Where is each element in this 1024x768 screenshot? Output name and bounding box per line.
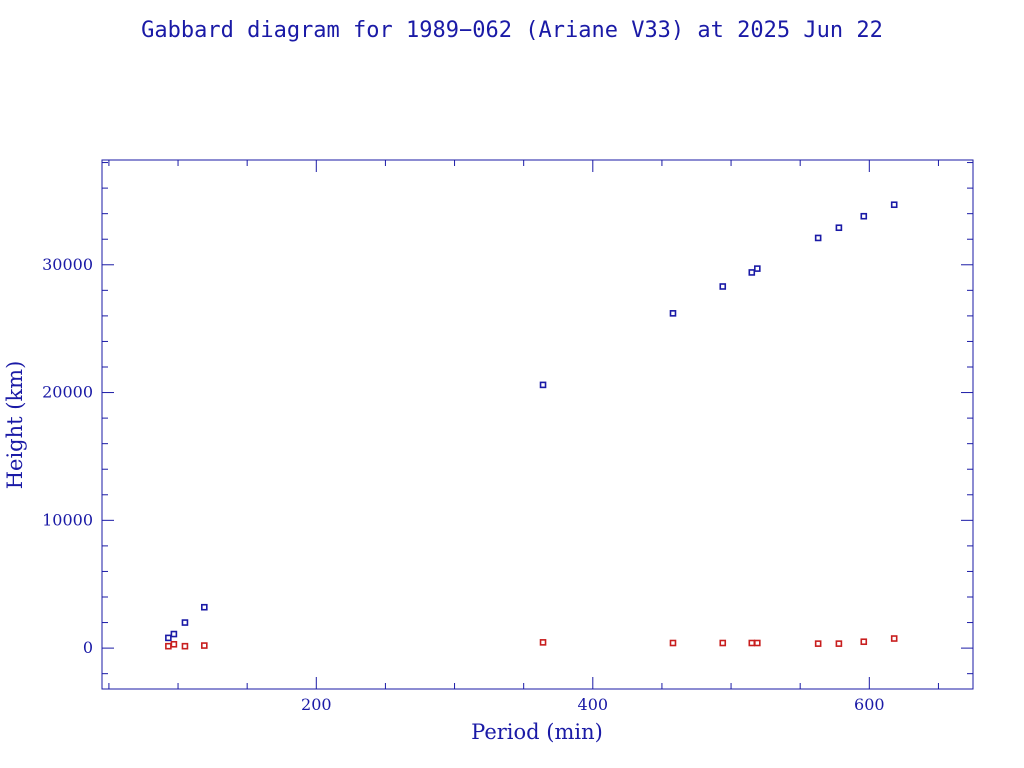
perigee-point [181, 642, 189, 650]
perigee-point [201, 642, 208, 649]
apogee-point [170, 630, 178, 638]
y-tick-label: 30000 [42, 255, 93, 274]
perigee-point [669, 639, 677, 647]
perigee-point [860, 638, 868, 646]
axis-ticks [102, 160, 973, 689]
tick-labels: 200 400 600 0 10000 20000 30000 [42, 255, 884, 714]
x-axis-label: Period (min) [471, 720, 603, 744]
apogee-point [181, 619, 189, 626]
x-tick-label: 200 [301, 695, 332, 714]
y-tick-label: 10000 [42, 510, 93, 529]
apogee-point [860, 212, 868, 220]
perigee-point [748, 639, 756, 647]
apogee-point [890, 201, 898, 209]
y-tick-label: 0 [83, 638, 93, 657]
perigee-point [890, 635, 898, 642]
apogee-point [165, 634, 172, 642]
apogee-point [814, 234, 822, 242]
y-tick-label: 20000 [42, 383, 93, 402]
perigee-point [539, 639, 547, 646]
apogee-point [748, 269, 756, 276]
apogee-point [201, 603, 208, 611]
apogee-point [539, 381, 547, 389]
perigee-point [165, 642, 172, 650]
chart-title: Gabbard diagram for 1989−062 (Ariane V33… [141, 18, 883, 43]
perigee-point [170, 640, 178, 648]
y-axis-label: Height (km) [3, 361, 27, 490]
x-tick-label: 400 [578, 695, 609, 714]
perigee-point [754, 639, 761, 647]
perigee-point [835, 640, 843, 647]
apogee-point [754, 265, 761, 272]
perigee-point [719, 639, 727, 647]
apogee-point [669, 310, 677, 317]
data-points [165, 201, 898, 650]
plot-frame [101, 159, 974, 690]
perigee-point [814, 640, 822, 647]
apogee-point [835, 224, 843, 232]
x-tick-label: 600 [854, 695, 885, 714]
apogee-point [719, 283, 727, 290]
